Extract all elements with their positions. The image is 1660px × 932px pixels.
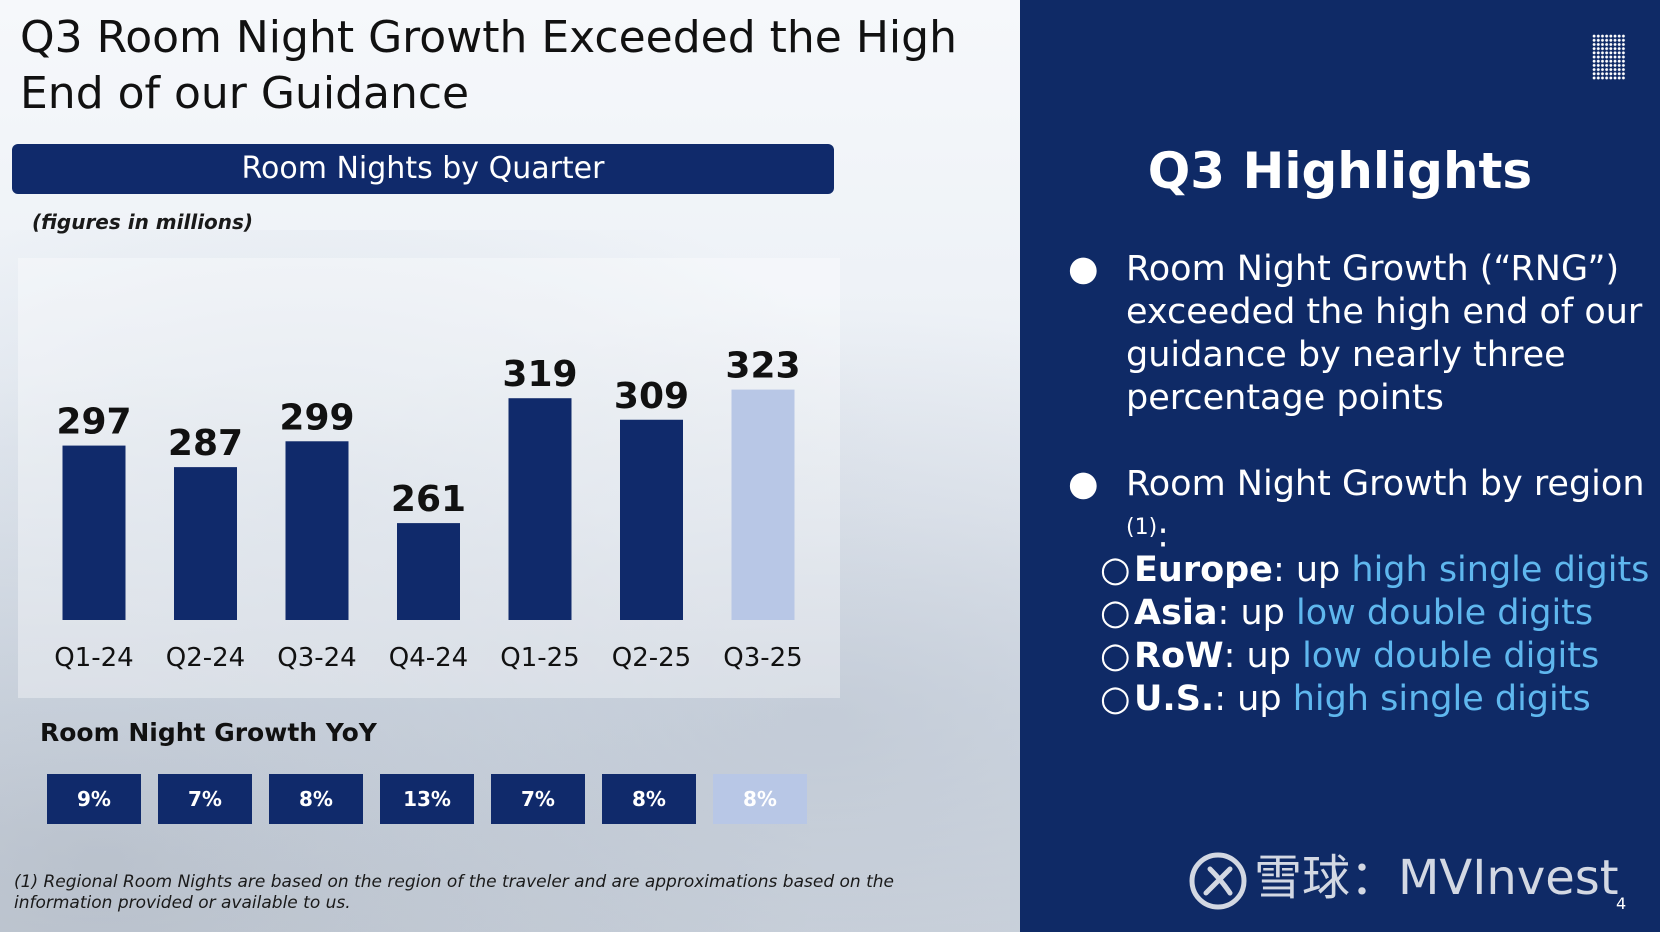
region-trend: low double digits [1302,636,1600,676]
watermark: 雪球：MVInvest [1188,838,1619,911]
bullet-text: Room Night Growth (“RNG”) exceeded the h… [1126,249,1643,418]
chart-panel: 297 Q1-24 287 Q2-24 299 Q3-24 261 Q4-24 319 Q1-25… [18,258,840,698]
data-label-q1-24: 297 [56,402,131,443]
bar-q2-25 [620,419,683,620]
slide-title: Q3 Room Night Growth Exceeded the High E… [20,12,957,119]
page-number: 4 [1616,894,1627,913]
bar-q1-25 [508,398,572,620]
region-name: Europe [1134,550,1273,590]
yoy-box-q2-24: 7% [158,774,252,824]
bullet-text: Room Night Growth by region (1): [1126,463,1646,558]
x-tick-q1-24: Q1-24 [54,643,133,673]
yoy-title: Room Night Growth YoY [40,718,377,747]
snowball-logo-icon [1189,852,1247,910]
circle-bullet-icon: ○ [1100,636,1131,676]
yoy-box-q3-25: 8% [713,774,807,824]
region-trend: high single digits [1351,550,1650,590]
data-label-q1-25: 319 [502,354,577,395]
yoy-box-q1-25: 7% [491,774,585,824]
data-label-q2-25: 309 [614,376,689,417]
region-item-row: ○RoW: up low double digits [1100,635,1599,678]
region-mid: : up [1214,679,1293,719]
bar-q4-24 [397,523,460,620]
footnote-ref: (1) [1126,515,1158,540]
region-trend: high single digits [1292,679,1591,719]
region-item-asia: ○Asia: up low double digits [1100,592,1593,635]
region-item-us: ○U.S.: up high single digits [1100,678,1591,721]
bar-q2-24 [174,467,237,620]
region-mid: : up [1223,636,1303,676]
region-item-europe: ○Europe: up high single digits [1100,549,1649,592]
circle-bullet-icon: ○ [1100,593,1131,633]
circle-bullet-icon: ○ [1100,679,1131,719]
figures-note: (figures in millions) [32,210,254,234]
x-tick-q1-25: Q1-25 [500,643,579,673]
chart-header: Room Nights by Quarter [12,144,834,194]
region-name: U.S. [1134,679,1215,719]
yoy-box-q4-24: 13% [380,774,474,824]
region-mid: : up [1217,593,1296,633]
circle-bullet-icon: ○ [1100,550,1131,590]
bullet-colon: : [1157,515,1169,556]
yoy-box-q1-24: 9% [47,774,141,824]
bar-q3-25 [731,389,795,620]
dot-grid-icon [1592,34,1626,80]
highlights-panel: Q3 Highlights ● Room Night Growth (“RNG”… [1020,0,1660,932]
x-tick-q3-25: Q3-25 [723,643,802,673]
footnote: (1) Regional Room Nights are based on th… [14,872,894,913]
watermark-text: 雪球：MVInvest [1254,850,1619,906]
yoy-box-q2-25: 8% [602,774,696,824]
bullet-region-text: Room Night Growth by region [1126,464,1645,504]
data-label-q4-24: 261 [391,479,466,520]
region-name: RoW [1134,636,1224,676]
x-tick-q2-24: Q2-24 [166,643,245,673]
x-tick-q3-24: Q3-24 [277,643,356,673]
bar-q3-24 [285,441,349,620]
room-nights-bar-chart: 297 Q1-24 287 Q2-24 299 Q3-24 261 Q4-24 319 Q1-25… [54,346,802,673]
bullet-dot-icon: ● [1068,464,1099,504]
region-trend: low double digits [1296,593,1594,633]
region-mid: : up [1272,550,1352,590]
yoy-box-q3-24: 8% [269,774,363,824]
x-tick-q2-25: Q2-25 [612,643,691,673]
data-label-q2-24: 287 [168,423,243,464]
chart-side: Q3 Room Night Growth Exceeded the High E… [0,0,1020,932]
data-label-q3-25: 323 [725,346,800,387]
region-name: Asia [1134,593,1218,633]
highlights-title: Q3 Highlights [1147,142,1533,200]
data-label-q3-24: 299 [279,397,354,438]
bullet-dot-icon: ● [1068,249,1099,289]
x-tick-q4-24: Q4-24 [389,643,468,673]
bar-q1-24 [62,445,126,620]
